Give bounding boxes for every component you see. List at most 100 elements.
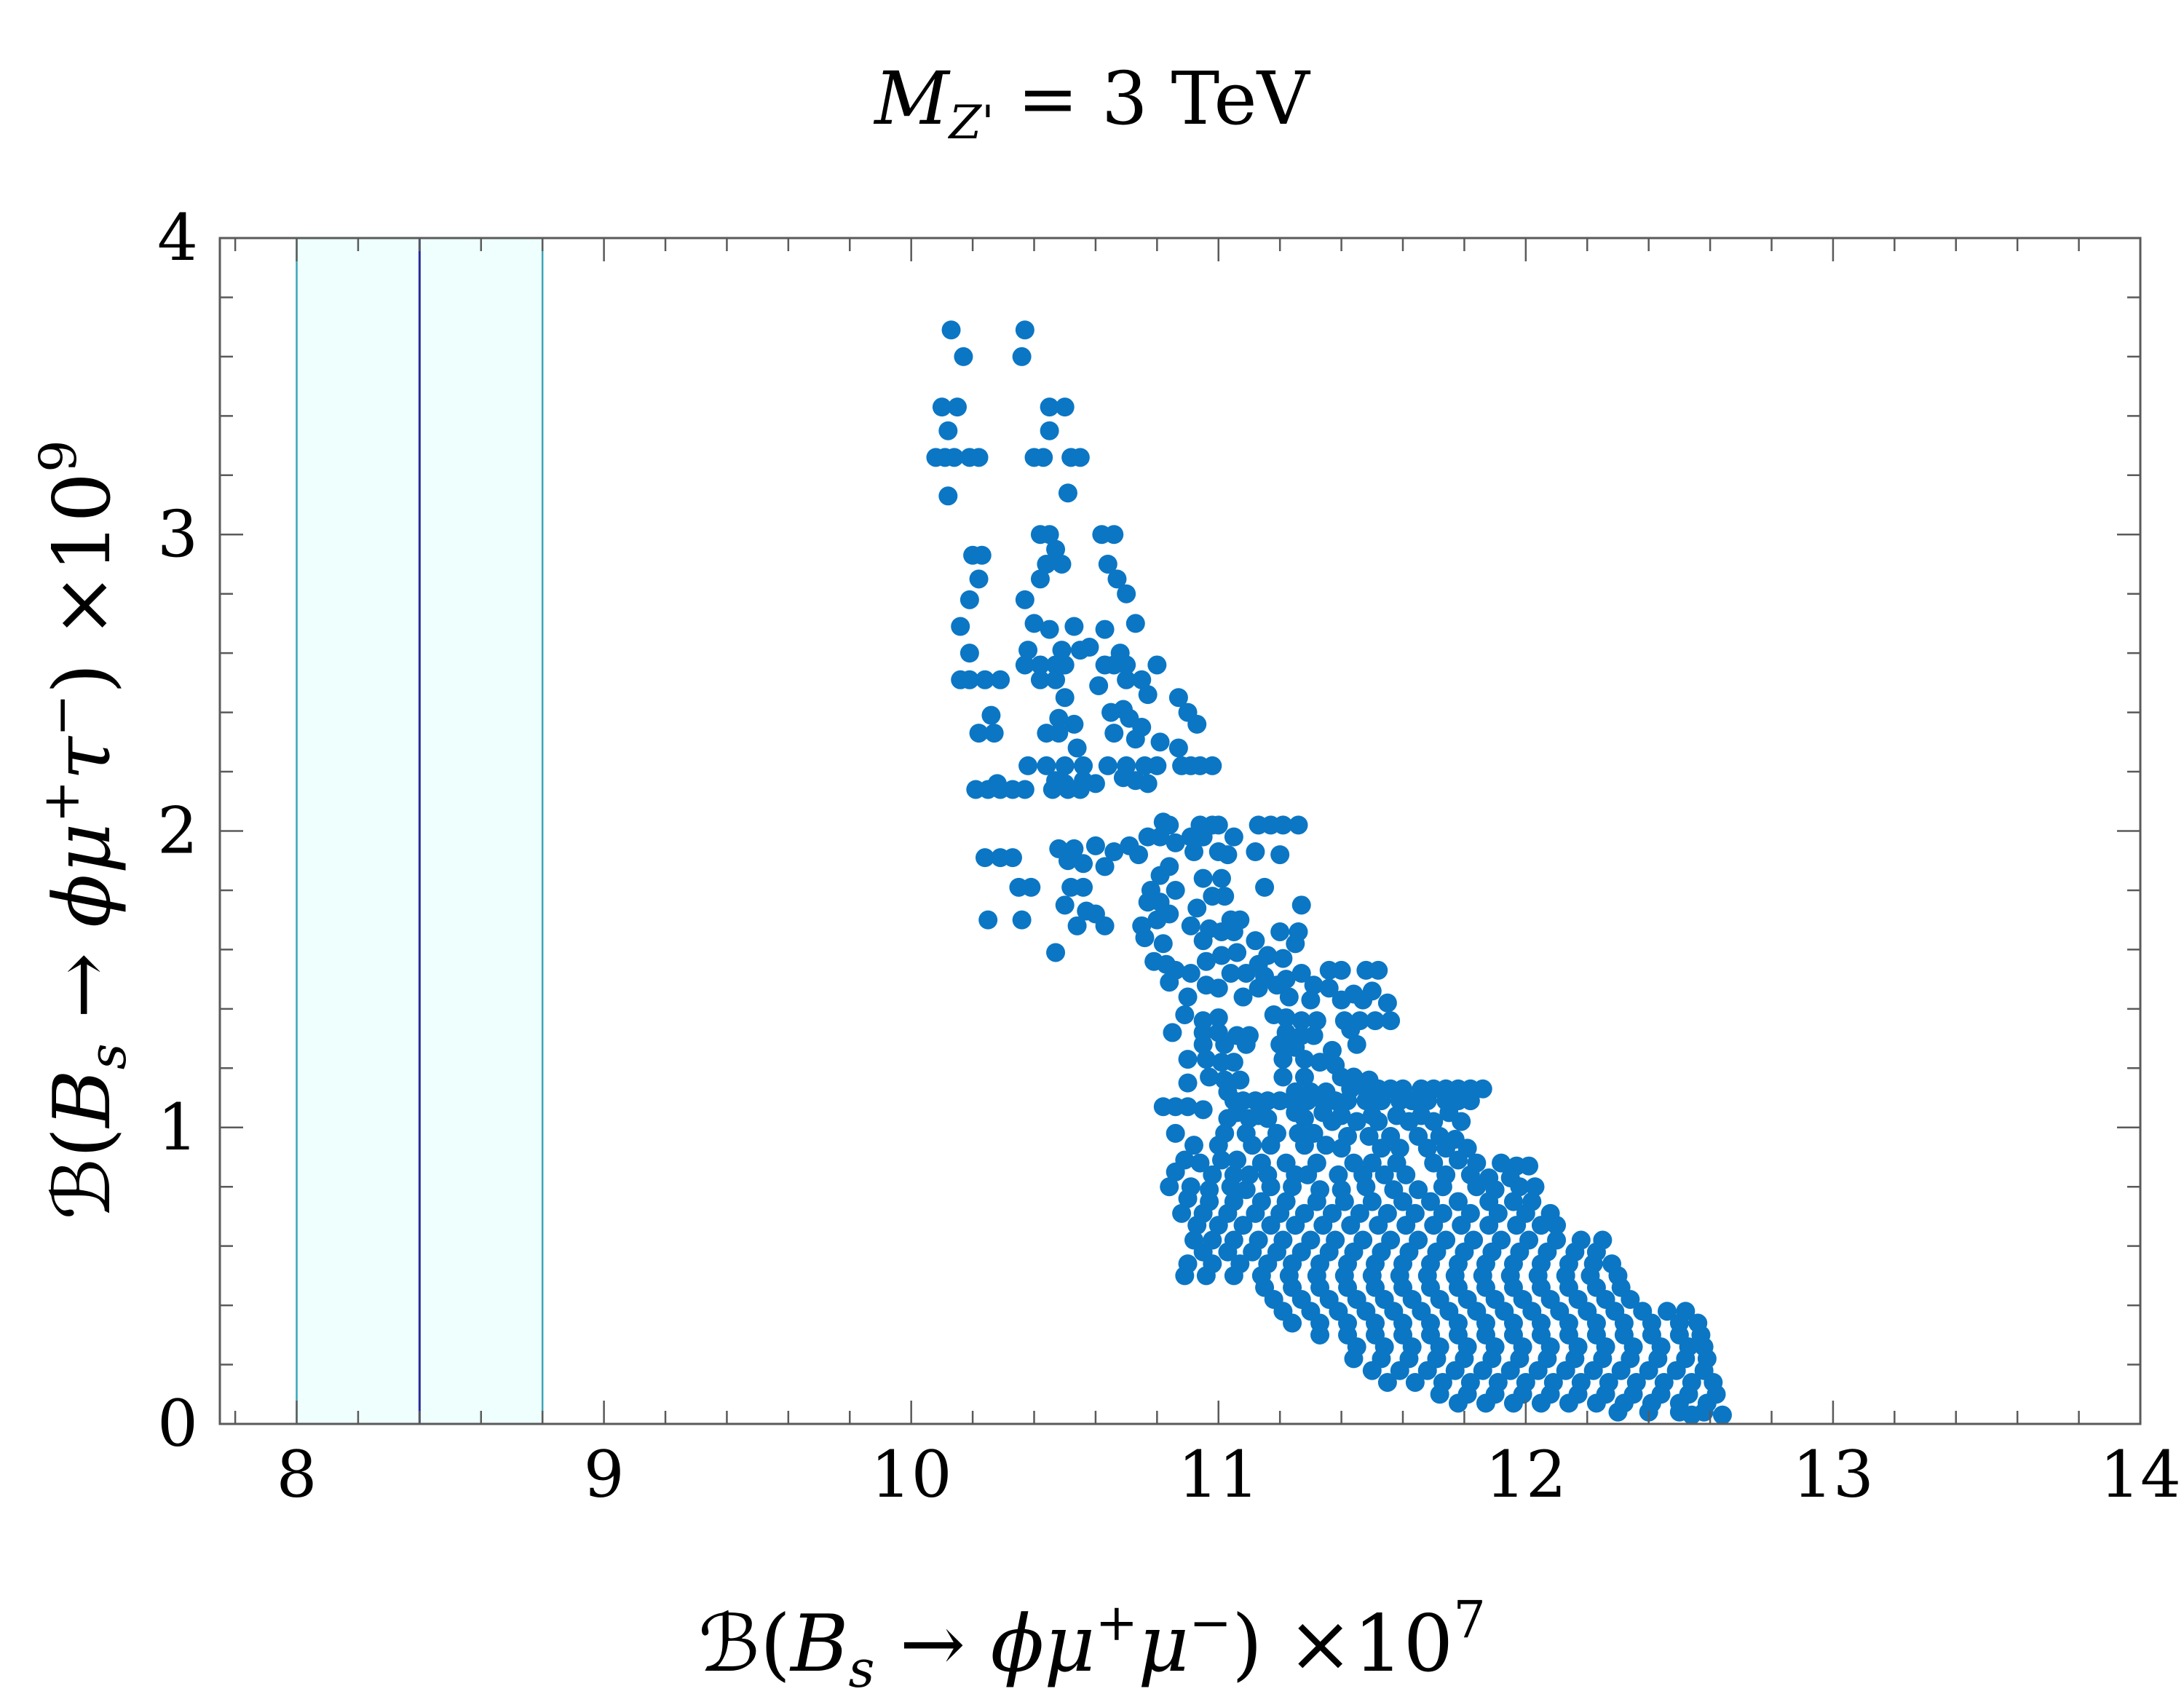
- data-point: [1479, 1216, 1499, 1235]
- data-point: [1196, 1050, 1216, 1069]
- data-point: [1150, 827, 1170, 847]
- data-point: [1227, 943, 1247, 962]
- data-point: [1147, 910, 1167, 930]
- data-point: [1500, 1361, 1520, 1380]
- data-point: [1448, 1393, 1468, 1413]
- data-point: [1034, 448, 1053, 467]
- data-point: [1064, 714, 1084, 734]
- y-tick-label-3: 3: [157, 496, 198, 571]
- data-point: [1193, 827, 1213, 847]
- data-point: [1436, 1139, 1456, 1158]
- data-point: [1243, 1242, 1262, 1262]
- data-point: [1160, 1177, 1179, 1197]
- data-point: [1319, 978, 1339, 998]
- data-point: [1294, 1109, 1314, 1128]
- chart-title: MZ' = 3 TeV: [873, 56, 1310, 150]
- data-point: [947, 397, 967, 417]
- data-point: [1187, 898, 1207, 918]
- data-point: [1304, 975, 1324, 995]
- data-point: [1055, 895, 1075, 915]
- data-point: [1583, 1361, 1603, 1380]
- data-point: [1233, 987, 1253, 1007]
- data-point: [1283, 1177, 1302, 1197]
- data-point: [1424, 1153, 1444, 1173]
- data-point: [1310, 1325, 1330, 1345]
- data-point: [1356, 1091, 1376, 1111]
- data-point: [1273, 1050, 1293, 1069]
- data-point: [1347, 1034, 1366, 1054]
- data-point: [1166, 833, 1185, 852]
- data-point: [1366, 1011, 1385, 1031]
- data-point: [1030, 670, 1050, 689]
- data-point: [1267, 975, 1286, 995]
- x-tick-label-8: 8: [277, 1437, 317, 1512]
- data-point: [1255, 877, 1275, 897]
- data-point: [1276, 1008, 1296, 1028]
- data-point: [1298, 1165, 1318, 1184]
- data-point: [1224, 1266, 1243, 1286]
- data-point: [1448, 1192, 1468, 1211]
- data-point: [1286, 934, 1305, 954]
- data-point: [1104, 724, 1124, 743]
- data-point: [1211, 946, 1231, 965]
- data-point: [1344, 1349, 1364, 1369]
- data-point: [1040, 525, 1059, 545]
- data-point: [1074, 854, 1093, 874]
- x-axis-label-tail: ) ×10: [1232, 1599, 1453, 1690]
- data-point: [1074, 756, 1093, 775]
- data-point: [1261, 1136, 1281, 1155]
- data-point: [984, 724, 1004, 743]
- data-point: [1313, 1216, 1333, 1235]
- x-axis-label-mu: μ: [1138, 1599, 1189, 1690]
- data-point: [1239, 1109, 1259, 1128]
- data-point: [1273, 949, 1293, 968]
- data-point: [1347, 1112, 1366, 1131]
- y-tick-label-4: 4: [157, 200, 198, 275]
- data-point: [1338, 1091, 1358, 1111]
- data-point: [1203, 756, 1222, 775]
- data-point: [1372, 1139, 1391, 1158]
- data-point: [1420, 1192, 1440, 1211]
- x-tick-label-10: 10: [871, 1437, 952, 1512]
- data-point: [1390, 1361, 1409, 1380]
- data-point: [1531, 1393, 1551, 1413]
- data-point: [1184, 1136, 1203, 1155]
- data-point: [1095, 857, 1115, 876]
- data-point: [1369, 1112, 1388, 1131]
- data-point: [1227, 1150, 1247, 1170]
- data-point: [1291, 963, 1311, 983]
- data-point: [1117, 655, 1136, 675]
- data-point: [1211, 868, 1231, 888]
- data-point: [1322, 1040, 1342, 1060]
- data-point: [969, 569, 989, 589]
- data-point: [1294, 1067, 1314, 1087]
- data-point: [1301, 990, 1321, 1010]
- data-point: [1030, 655, 1050, 675]
- data-point: [1178, 1189, 1198, 1208]
- data-point: [1270, 845, 1290, 865]
- data-point: [1273, 815, 1293, 835]
- data-point: [1181, 916, 1200, 935]
- data-point: [1168, 738, 1188, 758]
- data-point: [1294, 1050, 1314, 1069]
- data-point: [1193, 868, 1213, 888]
- data-point: [1193, 1034, 1213, 1054]
- data-point: [1015, 655, 1034, 675]
- data-point: [1125, 729, 1145, 749]
- data-point: [1224, 1053, 1243, 1072]
- data-point: [1329, 1165, 1348, 1184]
- data-point: [1531, 1216, 1551, 1235]
- y-axis-label-sup2: −: [31, 694, 91, 737]
- data-point: [1117, 584, 1136, 603]
- data-point: [1233, 1216, 1253, 1235]
- data-point: [1270, 1034, 1290, 1054]
- data-point: [1015, 780, 1034, 799]
- data-point: [1291, 1011, 1311, 1031]
- data-point: [1208, 815, 1228, 835]
- y-tick-label-0: 0: [157, 1386, 198, 1461]
- data-point: [975, 670, 994, 689]
- data-point: [1362, 1192, 1382, 1211]
- data-point: [1390, 1139, 1409, 1158]
- data-point: [1289, 815, 1308, 835]
- data-point: [1639, 1361, 1658, 1380]
